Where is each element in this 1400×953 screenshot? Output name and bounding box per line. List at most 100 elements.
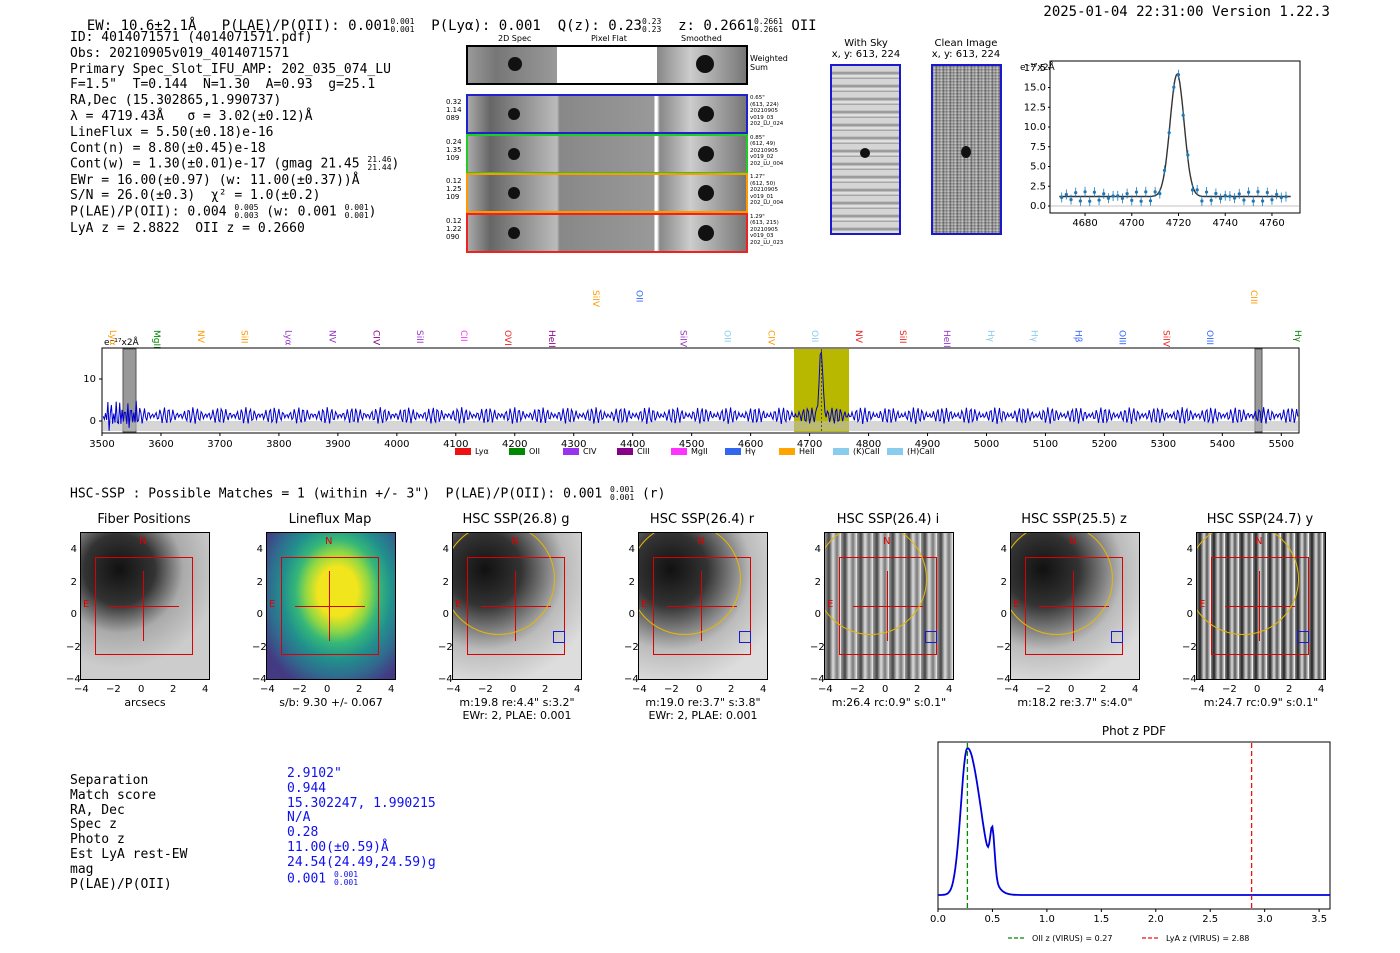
zoom-ytick: 5.0 <box>1030 162 1046 173</box>
zoom-data-point <box>1148 199 1153 203</box>
zoom-data-point <box>1060 195 1064 200</box>
with-sky-title: With Sky x, y: 613, 224 <box>831 38 901 60</box>
zoom-xtick: 4700 <box>1119 218 1144 229</box>
spectrum-legend-item: (K)CaII <box>833 447 880 456</box>
hsc-caption: arcsecs <box>124 696 166 709</box>
spectral-line-label: CIII <box>1248 290 1258 304</box>
header-plya: P(Lyα): 0.001 <box>431 18 541 34</box>
spectral-line-label: NV <box>853 330 863 344</box>
zoom-data-point <box>1162 168 1167 173</box>
zoom-fit-line <box>1059 72 1291 198</box>
header-timestamp: 2025-01-04 22:31:00 Version 1.22.3 <box>1043 4 1330 20</box>
spectrum-xtick: 4900 <box>915 439 940 450</box>
zoom-unit: e⁻¹⁷x2Å <box>1020 61 1056 73</box>
zoom-data-point <box>1176 73 1181 77</box>
zoom-data-point <box>1111 194 1115 198</box>
zoom-data-point <box>1172 85 1176 89</box>
zoom-ytick: 7.5 <box>1030 142 1046 153</box>
zoom-data-point <box>1186 153 1190 157</box>
zoom-data-point <box>1279 195 1283 200</box>
spectral-line-label: SiII <box>897 330 907 344</box>
hsc-yticks: 4 2 0 −2 −4 <box>624 544 639 685</box>
hsc-caption: m:18.2 re:3.7" s:4.0" <box>1017 696 1133 709</box>
cutout-row-meta: 1.27" (612, 50) 20210905 v019_01 202_LU_004 <box>750 174 784 206</box>
spectrum-xtick: 4200 <box>502 439 527 450</box>
cutout-row-stats: 0.24 1.35 109 <box>446 137 462 162</box>
spectrum-xtick: 5200 <box>1092 439 1117 450</box>
zoom-ytick: 17.5 <box>1024 63 1046 74</box>
spectral-line-label: SiIV <box>590 290 600 308</box>
zoom-data-point <box>1242 198 1246 202</box>
photz-xtick: 0.5 <box>984 914 1000 925</box>
photz-curve <box>938 746 1330 896</box>
hsc-panel-title: Fiber Positions <box>97 512 191 527</box>
spectral-line-label: Hγ <box>985 330 995 343</box>
zoom-data-point <box>1204 190 1209 194</box>
header-line: EW: 10.6±2.1Å P(LAE)/P(OII): 0.0010.001 0… <box>86 17 817 35</box>
zoom-data-point <box>1251 199 1255 203</box>
north-label: N <box>139 536 147 547</box>
clean-image-title: Clean Image x, y: 613, 224 <box>931 38 1001 60</box>
weighted-sum-cutout <box>466 45 748 85</box>
hsc-caption: s/b: 9.30 +/- 0.067 <box>279 696 383 709</box>
east-label: E <box>83 599 90 610</box>
spectral-line-label: OIII <box>1116 330 1126 345</box>
cutout-row <box>466 173 748 213</box>
spectrum-legend-item: Lyα <box>455 447 489 456</box>
zoom-data-point <box>1261 199 1265 203</box>
hsc-caption-2: EWr: 2, PLAE: 0.001 <box>462 709 572 722</box>
spectrum-xtick: 3500 <box>89 439 114 450</box>
photz-xtick: 3.5 <box>1311 914 1327 925</box>
cutout-row <box>466 94 748 134</box>
match-value: N/A <box>287 810 311 826</box>
hsc-panel-title: HSC SSP(25.5) z <box>1021 512 1127 527</box>
hsc-yticks: 4 2 0 −2 −4 <box>1182 544 1197 685</box>
zoom-data-point <box>1275 192 1279 196</box>
hsc-caption: m:19.0 re:3.7" s:3.8" <box>645 696 761 709</box>
clean-image <box>931 64 1002 235</box>
hsc-yticks: 4 2 0 −2 −4 <box>252 544 267 685</box>
zoom-data-point <box>1190 188 1195 192</box>
cutout-row-stats: 0.12 1.22 090 <box>446 216 462 241</box>
zoom-data-point <box>1284 195 1288 199</box>
zoom-data-point <box>1064 192 1068 197</box>
hsc-yticks: 4 2 0 −2 −4 <box>810 544 825 685</box>
weighted-sum-label: Weighted Sum <box>750 54 788 72</box>
zoom-ytick: 10.0 <box>1024 122 1046 133</box>
match-value: 15.302247, 1.990215 <box>287 795 436 811</box>
zoom-data-point <box>1134 190 1139 194</box>
spectrum-ytick: 10 <box>83 374 96 385</box>
photz-title: Phot z PDF <box>1101 724 1167 738</box>
zoom-data-point <box>1116 194 1120 198</box>
zoom-data-point <box>1078 199 1082 203</box>
spectrum-xtick: 4600 <box>738 439 763 450</box>
cutout-row-stats: 0.32 1.14 089 <box>446 98 462 122</box>
zoom-data-point <box>1158 191 1162 196</box>
spectrum-xtick: 5000 <box>974 439 999 450</box>
spectrum-legend-item: (H)CaII <box>887 447 934 456</box>
spectral-line-label: CII <box>458 330 468 342</box>
cutout-row <box>466 133 748 174</box>
zoom-data-point <box>1092 190 1096 194</box>
spectrum-legend-item: MgII <box>671 447 708 456</box>
photz-xtick: 2.0 <box>1148 914 1164 925</box>
spectrum-xtick: 4300 <box>561 439 586 450</box>
hsc-yticks: 4 2 0 −2 −4 <box>996 544 1011 685</box>
match-value: 0.28 <box>287 825 319 841</box>
spectrum-legend-item: Hγ <box>725 447 756 456</box>
zoom-data-point <box>1265 190 1269 195</box>
spectral-line-label: Lyα <box>107 330 117 346</box>
zoom-data-point <box>1218 196 1223 201</box>
zoom-ytick: 2.5 <box>1030 181 1046 192</box>
spectral-line-label: HeII <box>941 330 951 348</box>
spectrum-legend-item: CIV <box>563 447 596 456</box>
hsc-panel-title: HSC SSP(26.8) g <box>462 512 570 527</box>
photz-plot: 0.0 0.5 1.0 1.5 2.0 2.5 3.0 3.5 OII z (VIRUS) =… <box>930 741 1331 943</box>
spectral-line-label: CIV <box>370 330 380 346</box>
zoom-data-point <box>1153 190 1157 194</box>
spectral-line-label: Hγ <box>1029 330 1039 343</box>
